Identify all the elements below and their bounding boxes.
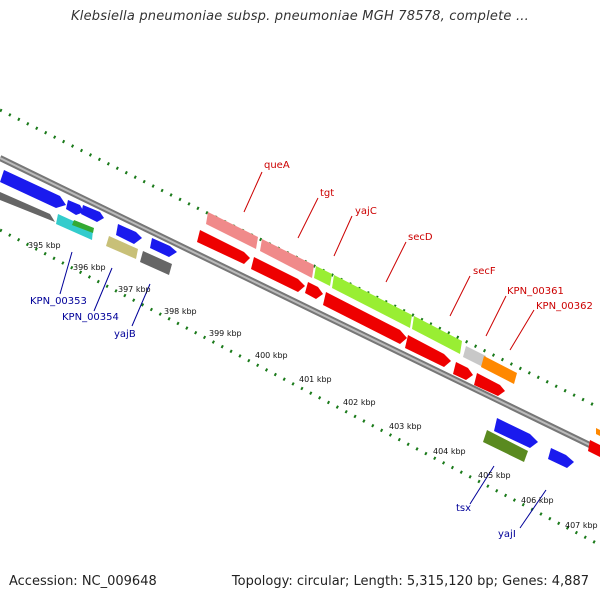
top-gene-labels: queA tgt yajC secD secF KPN_00361 KPN_00… [264, 160, 593, 312]
genome-backbone [0, 155, 600, 453]
feature-blue-2[interactable] [66, 200, 84, 215]
feature-blue-4[interactable] [116, 224, 142, 244]
feature-blue-5[interactable] [150, 238, 177, 257]
kbp-label: 403 kbp [389, 422, 422, 431]
kbp-label: 406 kbp [521, 496, 554, 505]
kbp-labels: 395 kbp 396 kbp 397 kbp 398 kbp 399 kbp … [28, 241, 598, 530]
feature-khaki[interactable] [106, 236, 138, 259]
kbp-label: 396 kbp [73, 263, 106, 272]
feature-KPN_00361-gray[interactable] [463, 346, 486, 367]
gene-label-KPN_00362[interactable]: KPN_00362 [536, 301, 593, 312]
feature-red-8[interactable] [588, 440, 600, 457]
gene-label-yajC[interactable]: yajC [355, 206, 377, 217]
accession-text: Accession: NC_009648 [9, 574, 157, 589]
feature-blue-1[interactable] [0, 170, 66, 208]
feature-blue-7[interactable] [548, 448, 574, 468]
feature-yajC-lime[interactable] [314, 266, 332, 286]
kbp-label: 398 kbp [164, 307, 197, 316]
gene-label-tsx[interactable]: tsx [456, 503, 471, 514]
kbp-label: 399 kbp [209, 329, 242, 338]
feature-blue-6[interactable] [494, 418, 538, 448]
map-title: Klebsiella pneumoniae subsp. pneumoniae … [71, 9, 529, 24]
kbp-label: 400 kbp [255, 351, 288, 360]
kbp-label: 407 kbp [565, 521, 598, 530]
bottom-leader-lines [59, 251, 547, 529]
gene-label-queA[interactable]: queA [264, 160, 290, 171]
gene-label-secD[interactable]: secD [408, 232, 433, 243]
kbp-label: 397 kbp [118, 285, 151, 294]
feature-red-5[interactable] [405, 335, 451, 367]
top-leader-lines [243, 171, 535, 351]
feature-red-4[interactable] [323, 292, 407, 344]
feature-green[interactable] [72, 220, 94, 233]
outer-tick-ring [0, 108, 600, 410]
features [0, 170, 600, 468]
kbp-label: 402 kbp [343, 398, 376, 407]
gene-label-KPN_00354[interactable]: KPN_00354 [62, 312, 119, 323]
feature-red-1[interactable] [197, 230, 250, 264]
gene-label-tgt[interactable]: tgt [320, 188, 334, 199]
gene-label-secF[interactable]: secF [473, 266, 496, 277]
feature-red-2[interactable] [251, 257, 305, 292]
feature-tgt-pink[interactable] [260, 239, 314, 278]
feature-secD-lime[interactable] [332, 275, 412, 328]
feature-red-3[interactable] [305, 282, 323, 299]
bottom-gene-labels: KPN_00353 KPN_00354 yajB tsx yajI [30, 296, 516, 540]
feature-queA-pink[interactable] [206, 212, 258, 249]
gene-label-KPN_00361[interactable]: KPN_00361 [507, 286, 564, 297]
feature-blue-3[interactable] [81, 205, 104, 222]
feature-red-6[interactable] [453, 362, 473, 380]
inner-tick-ring [0, 228, 600, 547]
feature-KPN_00362-orange[interactable] [481, 356, 517, 384]
feature-gray-2[interactable] [140, 251, 172, 275]
gene-label-yajI[interactable]: yajI [498, 529, 516, 540]
feature-gray-1[interactable] [0, 192, 55, 222]
feature-olive[interactable] [483, 430, 528, 462]
feature-orange-2[interactable] [596, 428, 600, 436]
gene-label-KPN_00353[interactable]: KPN_00353 [30, 296, 87, 307]
kbp-label: 395 kbp [28, 241, 61, 250]
feature-secF-lime[interactable] [412, 316, 462, 354]
kbp-label: 401 kbp [299, 375, 332, 384]
gene-label-yajB[interactable]: yajB [114, 329, 136, 340]
feature-cyan[interactable] [56, 214, 93, 240]
genome-summary-text: Topology: circular; Length: 5,315,120 bp… [231, 574, 589, 589]
kbp-label: 405 kbp [478, 471, 511, 480]
kbp-label: 404 kbp [433, 447, 466, 456]
feature-red-7[interactable] [474, 373, 505, 396]
